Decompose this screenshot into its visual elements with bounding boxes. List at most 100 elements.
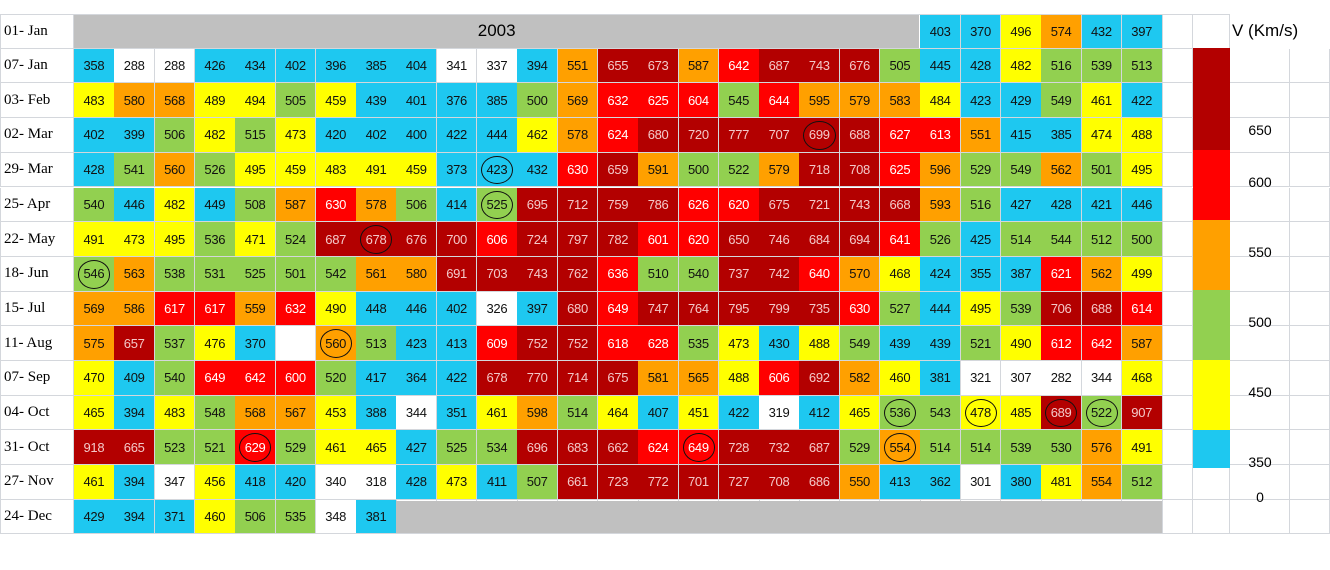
value-cell: 362 (920, 465, 962, 500)
value-cell: 678 (477, 361, 518, 396)
row-label: 25- Apr (0, 187, 74, 223)
value-cell: 407 (638, 395, 679, 431)
value-cell: 562 (1041, 152, 1082, 188)
value-cell: 381 (920, 361, 962, 396)
value-cell: 782 (597, 222, 639, 257)
value-cell: 525 (436, 430, 478, 466)
empty-cell (1230, 430, 1290, 466)
value-cell: 538 (154, 256, 196, 292)
value-cell: 625 (880, 152, 921, 188)
value-cell: 341 (436, 48, 478, 84)
value-cell: 411 (477, 465, 518, 500)
value-cell: 535 (275, 499, 317, 535)
value-cell: 432 (1081, 14, 1123, 49)
value-cell: 696 (517, 430, 559, 466)
empty-cell (1290, 291, 1330, 327)
circle-marker (803, 121, 836, 150)
value-cell: 688 (1081, 291, 1123, 327)
value-cell: 777 (718, 118, 760, 153)
empty-cell (1193, 465, 1230, 500)
value-cell: 575 (74, 326, 115, 361)
value-cell: 604 (678, 83, 720, 119)
value-cell: 743 (517, 256, 559, 292)
value-cell: 446 (1121, 187, 1163, 223)
circle-marker (1045, 398, 1078, 428)
value-cell: 282 (1041, 361, 1082, 396)
value-cell: 430 (759, 326, 800, 361)
empty-cell (1162, 361, 1193, 396)
value-cell: 499 (1121, 256, 1163, 292)
value-cell: 402 (356, 118, 397, 153)
row-label: 31- Oct (0, 430, 74, 466)
value-cell: 770 (517, 361, 559, 396)
value-cell: 569 (74, 291, 115, 327)
value-cell: 630 (839, 291, 881, 327)
value-cell: 728 (718, 430, 760, 466)
value-cell: 347 (154, 465, 196, 500)
value-cell: 474 (1081, 118, 1123, 153)
circle-marker (78, 259, 111, 289)
value-cell: 676 (396, 222, 438, 257)
value-cell: 423 (960, 83, 1002, 119)
empty-cell (1230, 291, 1290, 327)
value-cell: 587 (1121, 326, 1163, 361)
value-cell: 301 (960, 465, 1002, 500)
value-cell: 609 (477, 326, 518, 361)
value-cell: 579 (759, 152, 800, 188)
value-cell: 520 (315, 361, 357, 396)
value-cell: 521 (960, 326, 1002, 361)
value-cell: 797 (557, 222, 599, 257)
value-cell: 688 (839, 118, 881, 153)
empty-cell (1230, 499, 1290, 535)
value-cell: 439 (356, 83, 397, 119)
value-cell: 563 (114, 256, 156, 292)
value-cell: 420 (315, 118, 357, 153)
value-cell: 413 (436, 326, 478, 361)
value-cell: 568 (235, 395, 276, 431)
value-cell: 578 (557, 118, 599, 153)
value-cell: 641 (880, 222, 921, 257)
value-cell: 764 (678, 291, 720, 327)
value-cell: 687 (759, 48, 800, 84)
value-cell: 482 (154, 187, 196, 223)
value-cell: 482 (1000, 48, 1042, 84)
value-cell: 907 (1121, 395, 1163, 431)
value-cell: 409 (114, 361, 156, 396)
value-cell: 548 (194, 395, 236, 431)
value-cell: 394 (114, 465, 156, 500)
value-cell: 587 (275, 187, 317, 223)
legend-label: 650 (1248, 122, 1272, 138)
value-cell: 545 (718, 83, 760, 119)
value-cell: 918 (74, 430, 115, 466)
value-cell: 462 (517, 118, 559, 153)
value-cell: 521 (194, 430, 236, 466)
value-cell: 580 (396, 256, 438, 292)
value-cell: 560 (154, 152, 196, 188)
value-cell: 620 (678, 222, 720, 257)
value-cell: 587 (678, 48, 720, 84)
legend-swatch (1193, 290, 1230, 360)
row-label: 22- May (0, 222, 74, 257)
value-cell: 708 (759, 465, 800, 500)
value-cell: 724 (517, 222, 559, 257)
value-cell: 529 (839, 430, 881, 466)
value-cell: 449 (194, 187, 236, 223)
value-cell: 661 (557, 465, 599, 500)
value-cell: 460 (194, 499, 236, 535)
value-cell: 578 (356, 187, 397, 223)
value-cell: 535 (678, 326, 720, 361)
legend-label: 450 (1248, 384, 1272, 400)
value-cell: 461 (1081, 83, 1123, 119)
value-cell: 385 (1041, 118, 1082, 153)
row-label: 07- Jan (0, 48, 74, 84)
empty-cell (1162, 14, 1193, 49)
value-cell: 707 (759, 118, 800, 153)
value-cell: 476 (194, 326, 236, 361)
empty-cell (1290, 465, 1330, 500)
value-cell: 396 (315, 48, 357, 84)
value-cell: 514 (557, 395, 599, 431)
value-cell: 489 (194, 83, 236, 119)
value-cell: 453 (315, 395, 357, 431)
value-cell: 606 (477, 222, 518, 257)
